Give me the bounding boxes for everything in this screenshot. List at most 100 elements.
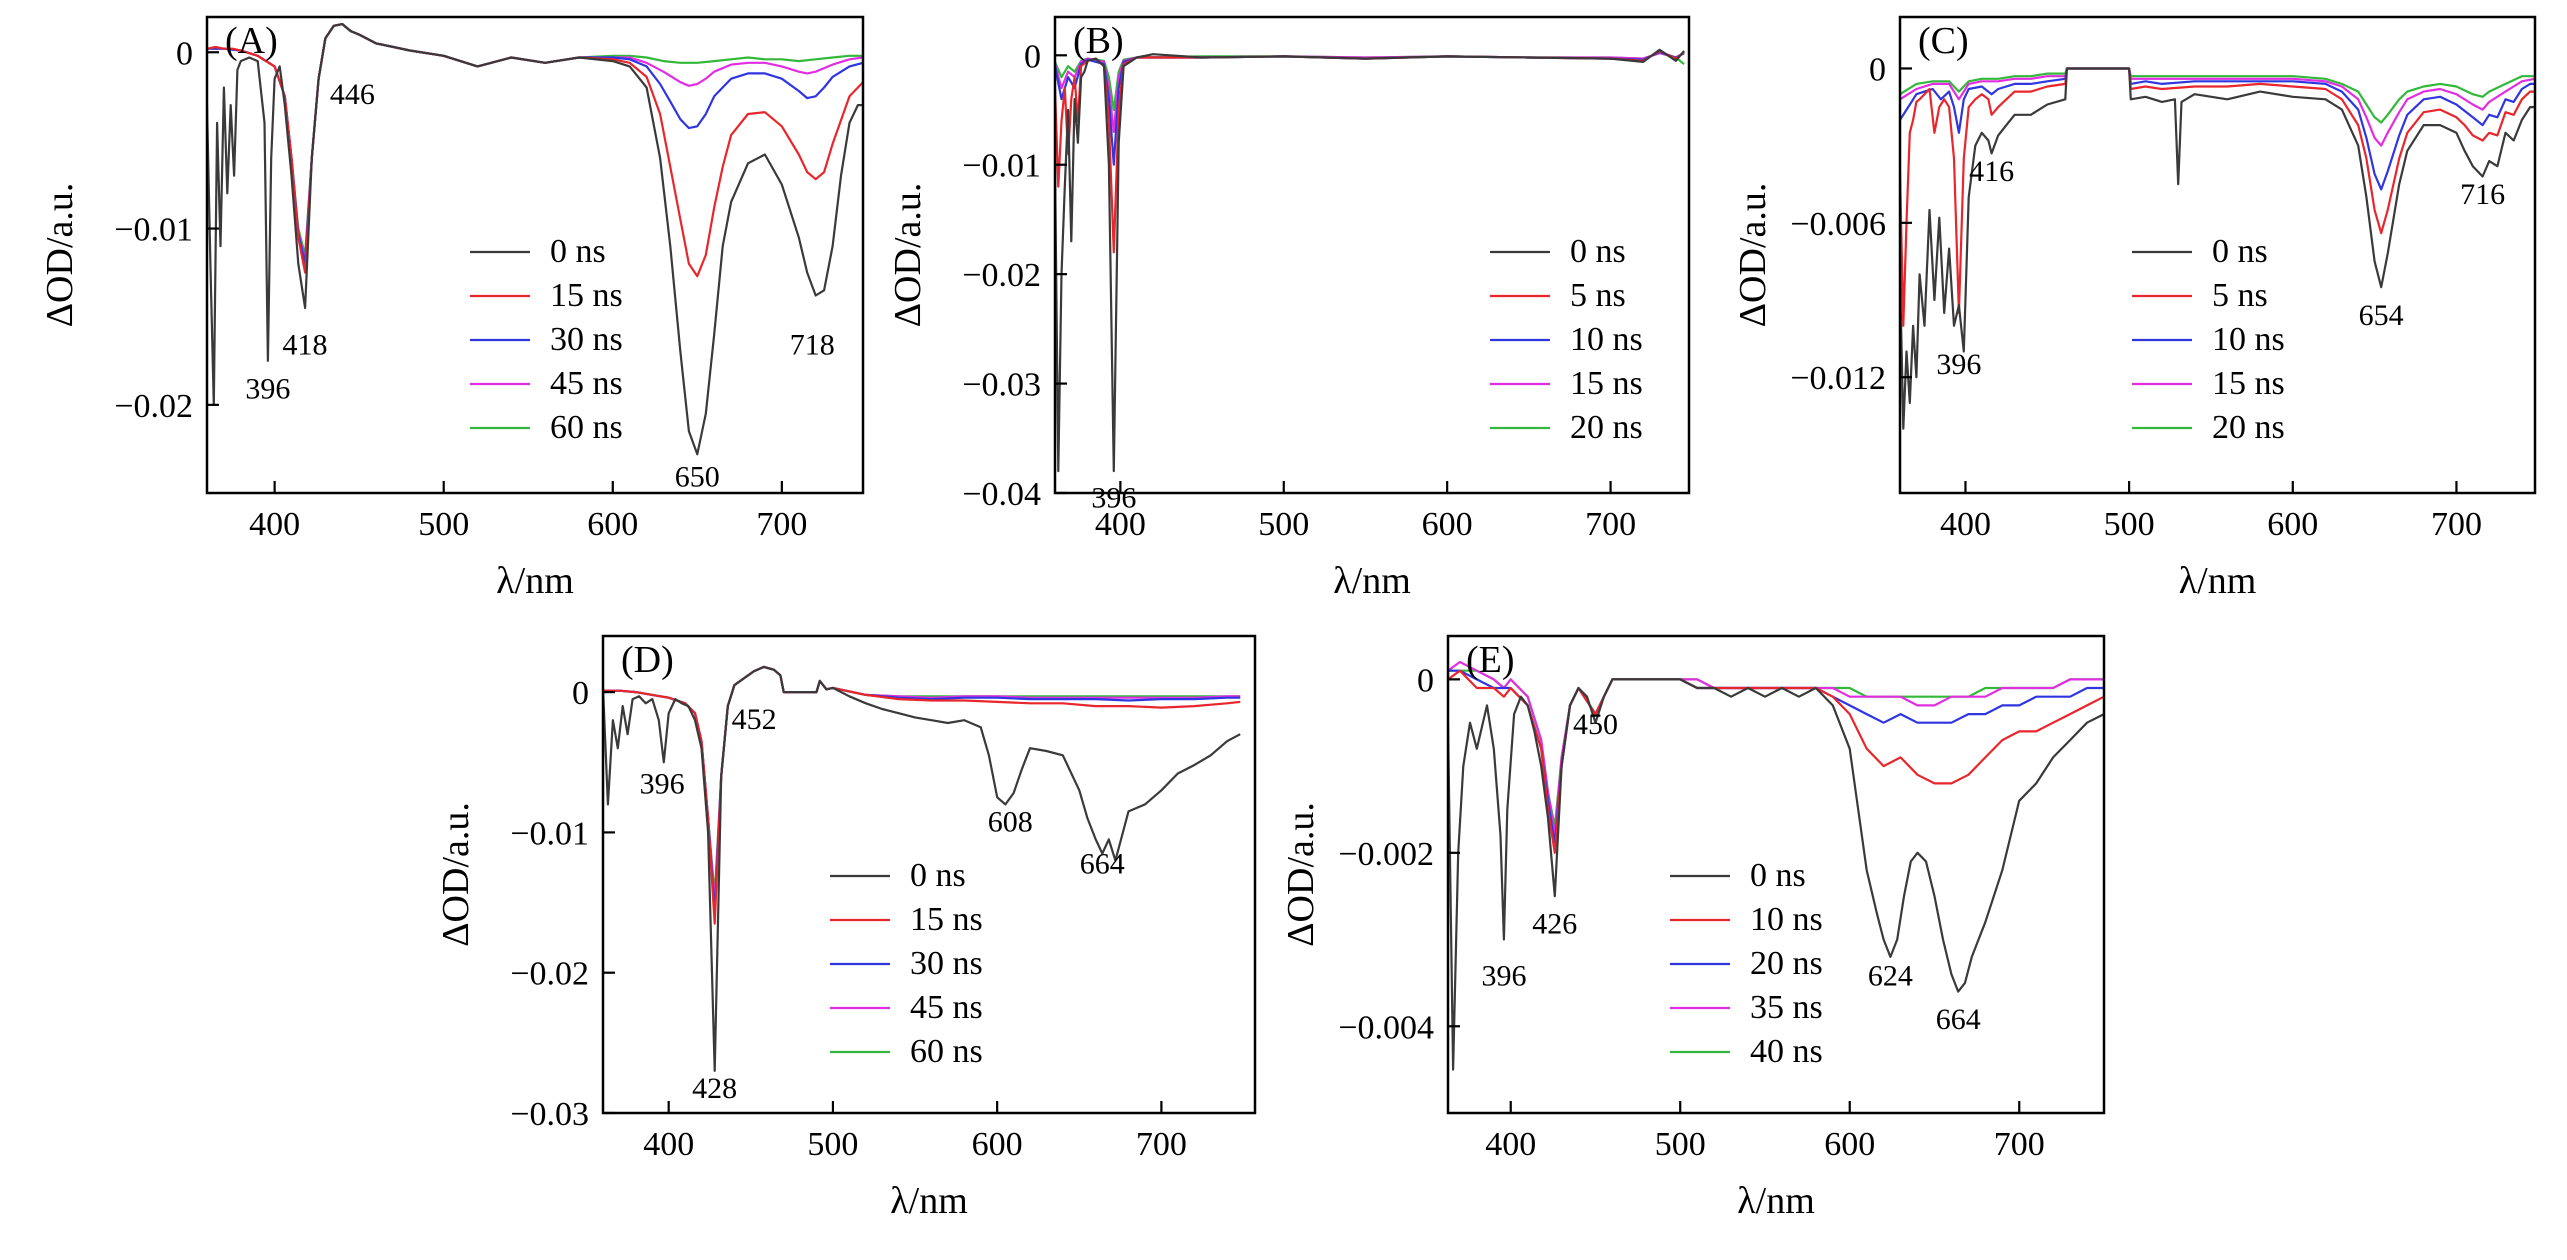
y-tick-label: −0.01 xyxy=(962,148,1041,185)
peak-label: 396 xyxy=(1481,960,1526,993)
legend-label: 10 ns xyxy=(2212,321,2285,358)
legend-label: 0 ns xyxy=(1750,857,1806,894)
y-tick-label: 0 xyxy=(1417,662,1434,699)
legend-label: 0 ns xyxy=(550,233,606,270)
y-axis-title: ΔOD/a.u. xyxy=(435,802,477,947)
peak-label: 396 xyxy=(1936,348,1981,381)
y-tick-label: −0.002 xyxy=(1338,836,1434,873)
x-tick-label: 400 xyxy=(643,1126,694,1163)
x-axis-title: λ/nm xyxy=(890,1180,968,1222)
legend-label: 15 ns xyxy=(2212,365,2285,402)
x-tick-label: 600 xyxy=(587,506,638,543)
peak-label: 654 xyxy=(2359,299,2404,332)
panel-a: 400 500 600 700 0 −0.01 −0.02 λ/nm ΔOD/a.u. (A) 39… xyxy=(39,15,865,602)
panel-d: 400 500 600 700 0 −0.01 −0.02 −0.03 λ/nm ΔOD/a.u.… xyxy=(435,634,1257,1222)
x-tick-label: 400 xyxy=(1485,1126,1536,1163)
legend-label: 15 ns xyxy=(1570,365,1643,402)
panel-c-frame xyxy=(1898,15,2537,495)
y-tick-label: −0.02 xyxy=(114,388,193,425)
x-tick-label: 600 xyxy=(1422,506,1473,543)
series-line-0-ns xyxy=(1900,67,2535,430)
panel-tag: (B) xyxy=(1073,20,1124,62)
y-tick-label: −0.04 xyxy=(962,476,1041,513)
x-tick-label: 700 xyxy=(1136,1126,1187,1163)
peak-label: 650 xyxy=(675,461,720,494)
legend-label: 35 ns xyxy=(1750,989,1823,1026)
panel-a-frame xyxy=(205,15,865,495)
x-tick-label: 500 xyxy=(2104,506,2155,543)
legend-label: 20 ns xyxy=(1570,409,1643,446)
y-axis-title: ΔOD/a.u. xyxy=(39,183,81,328)
series-line-10-ns xyxy=(1055,50,1685,166)
panel-b-frame xyxy=(1053,15,1691,495)
x-axis-title: λ/nm xyxy=(1333,560,1411,602)
legend-label: 30 ns xyxy=(910,945,983,982)
peak-label: 664 xyxy=(1936,1003,1981,1036)
peak-label: 718 xyxy=(790,328,835,361)
legend-label: 10 ns xyxy=(1570,321,1643,358)
panel-tag: (A) xyxy=(225,20,278,62)
x-tick-label: 700 xyxy=(1585,506,1636,543)
legend-label: 45 ns xyxy=(910,989,983,1026)
peak-label: 446 xyxy=(330,78,375,111)
y-axis-title: ΔOD/a.u. xyxy=(1732,183,1774,328)
peak-label: 396 xyxy=(640,767,685,800)
x-tick-label: 500 xyxy=(418,506,469,543)
x-tick-label: 400 xyxy=(1940,506,1991,543)
legend-label: 15 ns xyxy=(550,277,623,314)
x-axis-title: λ/nm xyxy=(2179,560,2257,602)
x-tick-label: 700 xyxy=(1994,1126,2045,1163)
legend-label: 5 ns xyxy=(2212,277,2268,314)
peak-label: 418 xyxy=(283,328,328,361)
y-tick-label: −0.03 xyxy=(510,1096,589,1133)
panel-e: 400 500 600 700 0 −0.002 −0.004 λ/nm ΔOD/a.u. (E)… xyxy=(1280,634,2106,1222)
panel-b: 400 500 600 700 0 −0.01 −0.02 −0.03 −0.04 λ/nm ΔOD… xyxy=(887,15,1691,602)
legend-label: 20 ns xyxy=(2212,409,2285,446)
peak-label: 426 xyxy=(1532,908,1577,941)
x-tick-label: 500 xyxy=(1258,506,1309,543)
x-tick-label: 600 xyxy=(972,1126,1023,1163)
y-tick-label: −0.02 xyxy=(962,257,1041,294)
legend-label: 20 ns xyxy=(1750,945,1823,982)
x-tick-label: 600 xyxy=(2267,506,2318,543)
series-line-60-ns xyxy=(207,23,863,257)
series-line-20-ns xyxy=(1900,67,2535,124)
series-line-0-ns xyxy=(207,23,863,456)
y-tick-label: 0 xyxy=(1869,51,1886,88)
panel-c: 400 500 600 700 0 −0.006 −0.012 λ/nm ΔOD/a.u. (C)… xyxy=(1732,15,2537,602)
x-tick-label: 500 xyxy=(1655,1126,1706,1163)
x-axis-title: λ/nm xyxy=(1737,1180,1815,1222)
x-tick-label: 600 xyxy=(1824,1126,1875,1163)
series-line-20-ns xyxy=(1448,669,2104,846)
peak-label: 396 xyxy=(245,372,290,405)
legend-label: 30 ns xyxy=(550,321,623,358)
legend-label: 15 ns xyxy=(910,901,983,938)
peak-label: 624 xyxy=(1868,960,1913,993)
peak-label: 416 xyxy=(1969,155,2014,188)
y-tick-label: −0.01 xyxy=(510,815,589,852)
panel-tag: (D) xyxy=(621,639,674,681)
series-line-5-ns xyxy=(1055,49,1685,254)
peak-label: 428 xyxy=(692,1072,737,1105)
panel-tag: (E) xyxy=(1466,639,1515,681)
legend-label: 60 ns xyxy=(910,1033,983,1070)
legend-label: 0 ns xyxy=(1570,233,1626,270)
y-tick-label: −0.01 xyxy=(114,212,193,249)
x-tick-label: 500 xyxy=(807,1126,858,1163)
x-tick-label: 700 xyxy=(2431,506,2482,543)
legend-label: 45 ns xyxy=(550,365,623,402)
panel-d-frame xyxy=(601,634,1257,1115)
y-tick-label: −0.03 xyxy=(962,367,1041,404)
x-tick-label: 700 xyxy=(756,506,807,543)
legend-label: 0 ns xyxy=(2212,233,2268,270)
x-tick-label: 400 xyxy=(249,506,300,543)
y-tick-label: 0 xyxy=(1024,38,1041,75)
x-axis-title: λ/nm xyxy=(496,560,574,602)
series-line-0-ns xyxy=(603,665,1241,1073)
peak-label: 450 xyxy=(1573,708,1618,741)
series-line-0-ns xyxy=(1448,678,2104,1071)
series-line-20-ns xyxy=(1055,51,1685,112)
series-line-15-ns xyxy=(1900,67,2535,147)
y-axis-title: ΔOD/a.u. xyxy=(1280,802,1322,947)
